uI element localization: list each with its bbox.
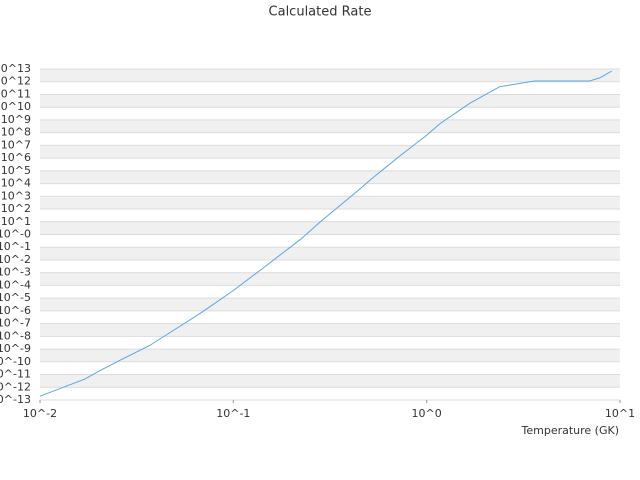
y-tick-label: 10^12 xyxy=(0,75,31,88)
data-line xyxy=(39,70,612,397)
y-tick-label: 10^5 xyxy=(1,164,31,177)
x-tick-label: 10^1 xyxy=(605,407,635,420)
y-tick-label: 10^7 xyxy=(1,138,31,151)
y-tick-label: 10^-9 xyxy=(0,342,31,355)
grid-band xyxy=(40,247,620,260)
grid-band xyxy=(40,272,620,286)
grid-band xyxy=(40,349,620,362)
y-tick-label: 10^-1 xyxy=(0,240,31,253)
y-tick-label: 10^1 xyxy=(1,215,31,228)
y-tick-label: 10^10 xyxy=(0,100,31,113)
y-tick-label: 10^-4 xyxy=(0,278,31,291)
grid-band xyxy=(40,374,620,388)
y-tick-label: 10^-2 xyxy=(0,253,31,266)
y-tick-label: 10^9 xyxy=(1,113,31,126)
y-tick-label: 10^3 xyxy=(1,189,31,202)
y-tick-label: 10^2 xyxy=(1,202,31,215)
grid-band xyxy=(40,94,620,108)
y-tick-label: 10^4 xyxy=(1,177,31,190)
x-tick-label: 10^-1 xyxy=(216,407,250,420)
grid-band xyxy=(40,170,620,184)
y-tick-label: 10^6 xyxy=(1,151,31,164)
x-tick-label: 10^-2 xyxy=(23,407,57,420)
y-tick-label: 10^-7 xyxy=(0,317,31,330)
x-tick-label: 10^0 xyxy=(412,407,442,420)
y-tick-label: 10^-5 xyxy=(0,291,31,304)
y-tick-label: 10^-6 xyxy=(0,304,31,317)
y-tick-label: 10^8 xyxy=(1,126,31,139)
y-tick-label: 10^11 xyxy=(0,87,31,100)
y-tick-label: 10^-3 xyxy=(0,266,31,279)
x-axis-label: Temperature (GK) xyxy=(521,424,620,437)
grid-band xyxy=(40,69,620,82)
grid-band xyxy=(40,119,620,133)
y-tick-label: 10^-13 xyxy=(0,393,31,406)
y-tick-label: 10^-10 xyxy=(0,355,31,368)
grid-band xyxy=(40,298,620,311)
y-tick-label: 10^13 xyxy=(0,62,31,75)
grid-band xyxy=(40,323,620,337)
grid-band xyxy=(40,196,620,210)
y-tick-label: 10^-8 xyxy=(0,329,31,342)
y-tick-label: 10^-0 xyxy=(0,228,31,241)
chart-title: Calculated Rate xyxy=(269,5,372,20)
y-tick-label: 10^-11 xyxy=(0,368,31,381)
grid-band xyxy=(40,145,620,159)
y-tick-label: 10^-12 xyxy=(0,380,31,393)
grid-band xyxy=(40,221,620,235)
